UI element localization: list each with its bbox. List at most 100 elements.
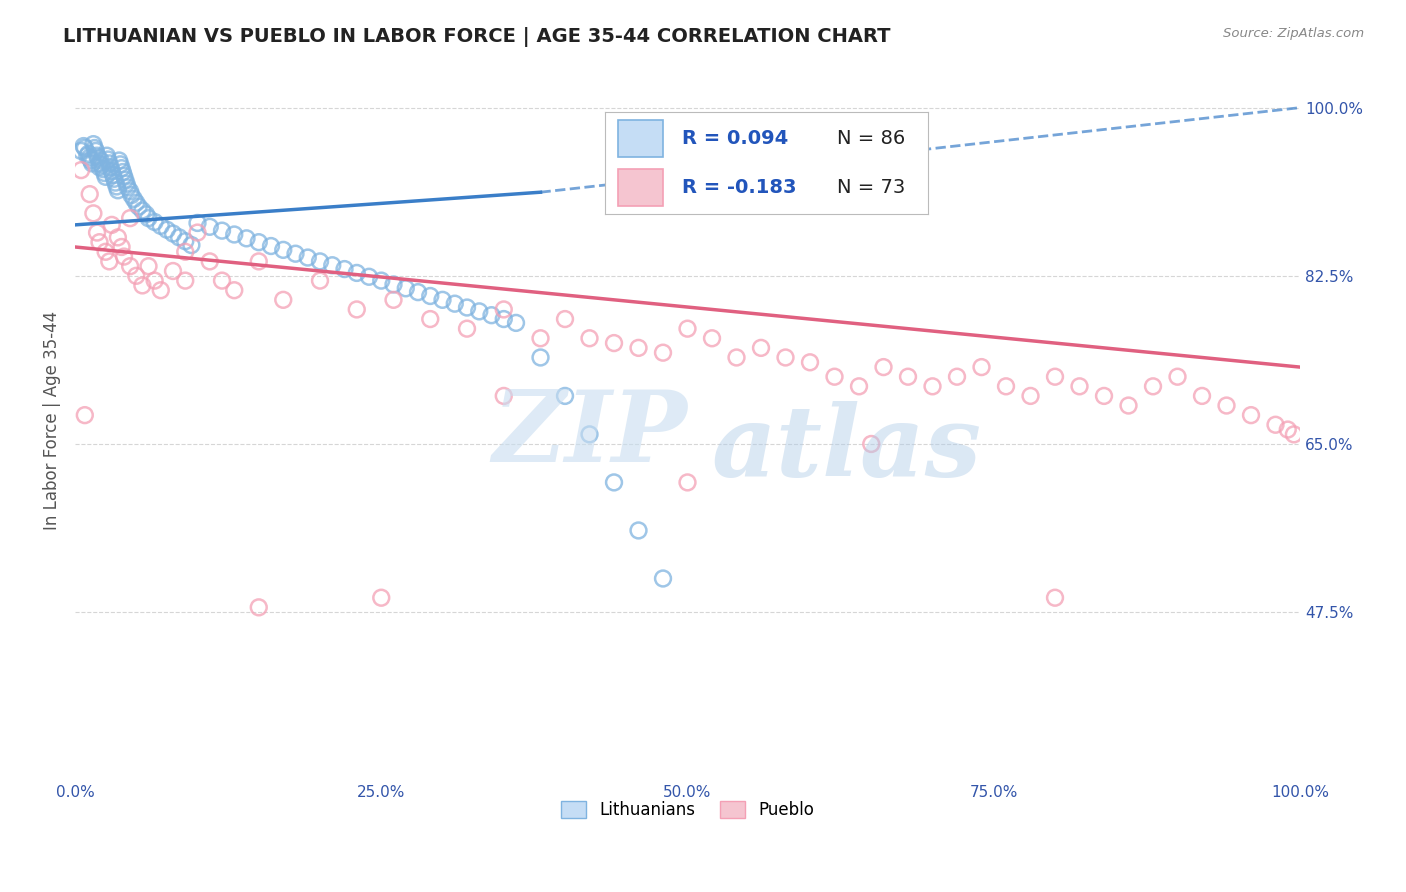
Point	[1142, 379, 1164, 393]
Point	[492, 389, 515, 403]
Point	[468, 304, 491, 318]
Point	[897, 369, 920, 384]
Point	[1191, 389, 1213, 403]
Point	[174, 234, 197, 248]
Point	[90, 153, 112, 168]
Point	[309, 254, 332, 268]
Point	[125, 195, 148, 210]
Point	[1069, 379, 1091, 393]
Point	[186, 216, 208, 230]
Text: Source: ZipAtlas.com: Source: ZipAtlas.com	[1223, 27, 1364, 40]
Point	[89, 156, 111, 170]
Point	[112, 250, 135, 264]
Point	[100, 218, 122, 232]
Point	[824, 369, 846, 384]
Point	[921, 379, 943, 393]
Point	[1240, 408, 1263, 422]
Point	[848, 379, 870, 393]
Point	[107, 230, 129, 244]
Point	[627, 341, 650, 355]
Point	[333, 262, 356, 277]
Point	[211, 224, 233, 238]
Point	[247, 235, 270, 249]
Point	[128, 200, 150, 214]
Point	[1282, 427, 1305, 442]
Point	[110, 157, 132, 171]
Point	[627, 524, 650, 538]
Point	[492, 302, 515, 317]
Point	[131, 203, 153, 218]
Point	[995, 379, 1018, 393]
Point	[149, 219, 172, 233]
Point	[108, 153, 131, 168]
Point	[70, 163, 93, 178]
Point	[96, 149, 118, 163]
Point	[247, 600, 270, 615]
Point	[77, 146, 100, 161]
Point	[284, 246, 307, 260]
Point	[224, 283, 246, 297]
Point	[120, 184, 142, 198]
Point	[198, 254, 221, 268]
Point	[162, 227, 184, 241]
Point	[1019, 389, 1042, 403]
Point	[346, 266, 368, 280]
Point	[131, 278, 153, 293]
Point	[406, 285, 429, 300]
Point	[143, 274, 166, 288]
Point	[76, 149, 98, 163]
Point	[652, 572, 675, 586]
Point	[443, 296, 465, 310]
Point	[94, 169, 117, 184]
Point	[529, 351, 551, 365]
Point	[235, 231, 257, 245]
Point	[120, 259, 142, 273]
Point	[554, 312, 576, 326]
Y-axis label: In Labor Force | Age 35-44: In Labor Force | Age 35-44	[44, 310, 60, 530]
Point	[456, 321, 478, 335]
Point	[309, 274, 332, 288]
Point	[122, 192, 145, 206]
Point	[84, 144, 107, 158]
Point	[111, 165, 134, 179]
Point	[505, 316, 527, 330]
Text: ZIP: ZIP	[492, 386, 688, 483]
Point	[120, 188, 142, 202]
Point	[120, 211, 142, 226]
Point	[174, 244, 197, 259]
Point	[578, 427, 600, 442]
Point	[1264, 417, 1286, 432]
Point	[211, 274, 233, 288]
Point	[676, 321, 699, 335]
Point	[529, 331, 551, 345]
Point	[700, 331, 723, 345]
Point	[1092, 389, 1115, 403]
Point	[79, 151, 101, 165]
Point	[271, 293, 294, 307]
Point	[73, 141, 96, 155]
Point	[725, 351, 748, 365]
Point	[186, 226, 208, 240]
Point	[94, 244, 117, 259]
Point	[198, 219, 221, 234]
Legend: Lithuanians, Pueblo: Lithuanians, Pueblo	[554, 795, 821, 826]
Point	[72, 139, 94, 153]
Point	[114, 172, 136, 186]
Point	[138, 259, 160, 273]
Point	[860, 437, 883, 451]
Text: N = 86: N = 86	[838, 128, 905, 148]
Point	[432, 293, 454, 307]
Point	[1043, 369, 1066, 384]
Point	[86, 226, 108, 240]
Point	[652, 345, 675, 359]
Point	[125, 268, 148, 283]
Point	[456, 301, 478, 315]
Point	[1215, 399, 1237, 413]
Point	[104, 176, 127, 190]
Point	[346, 302, 368, 317]
Point	[395, 281, 418, 295]
Point	[79, 187, 101, 202]
Point	[91, 162, 114, 177]
Point	[105, 179, 128, 194]
Point	[357, 269, 380, 284]
